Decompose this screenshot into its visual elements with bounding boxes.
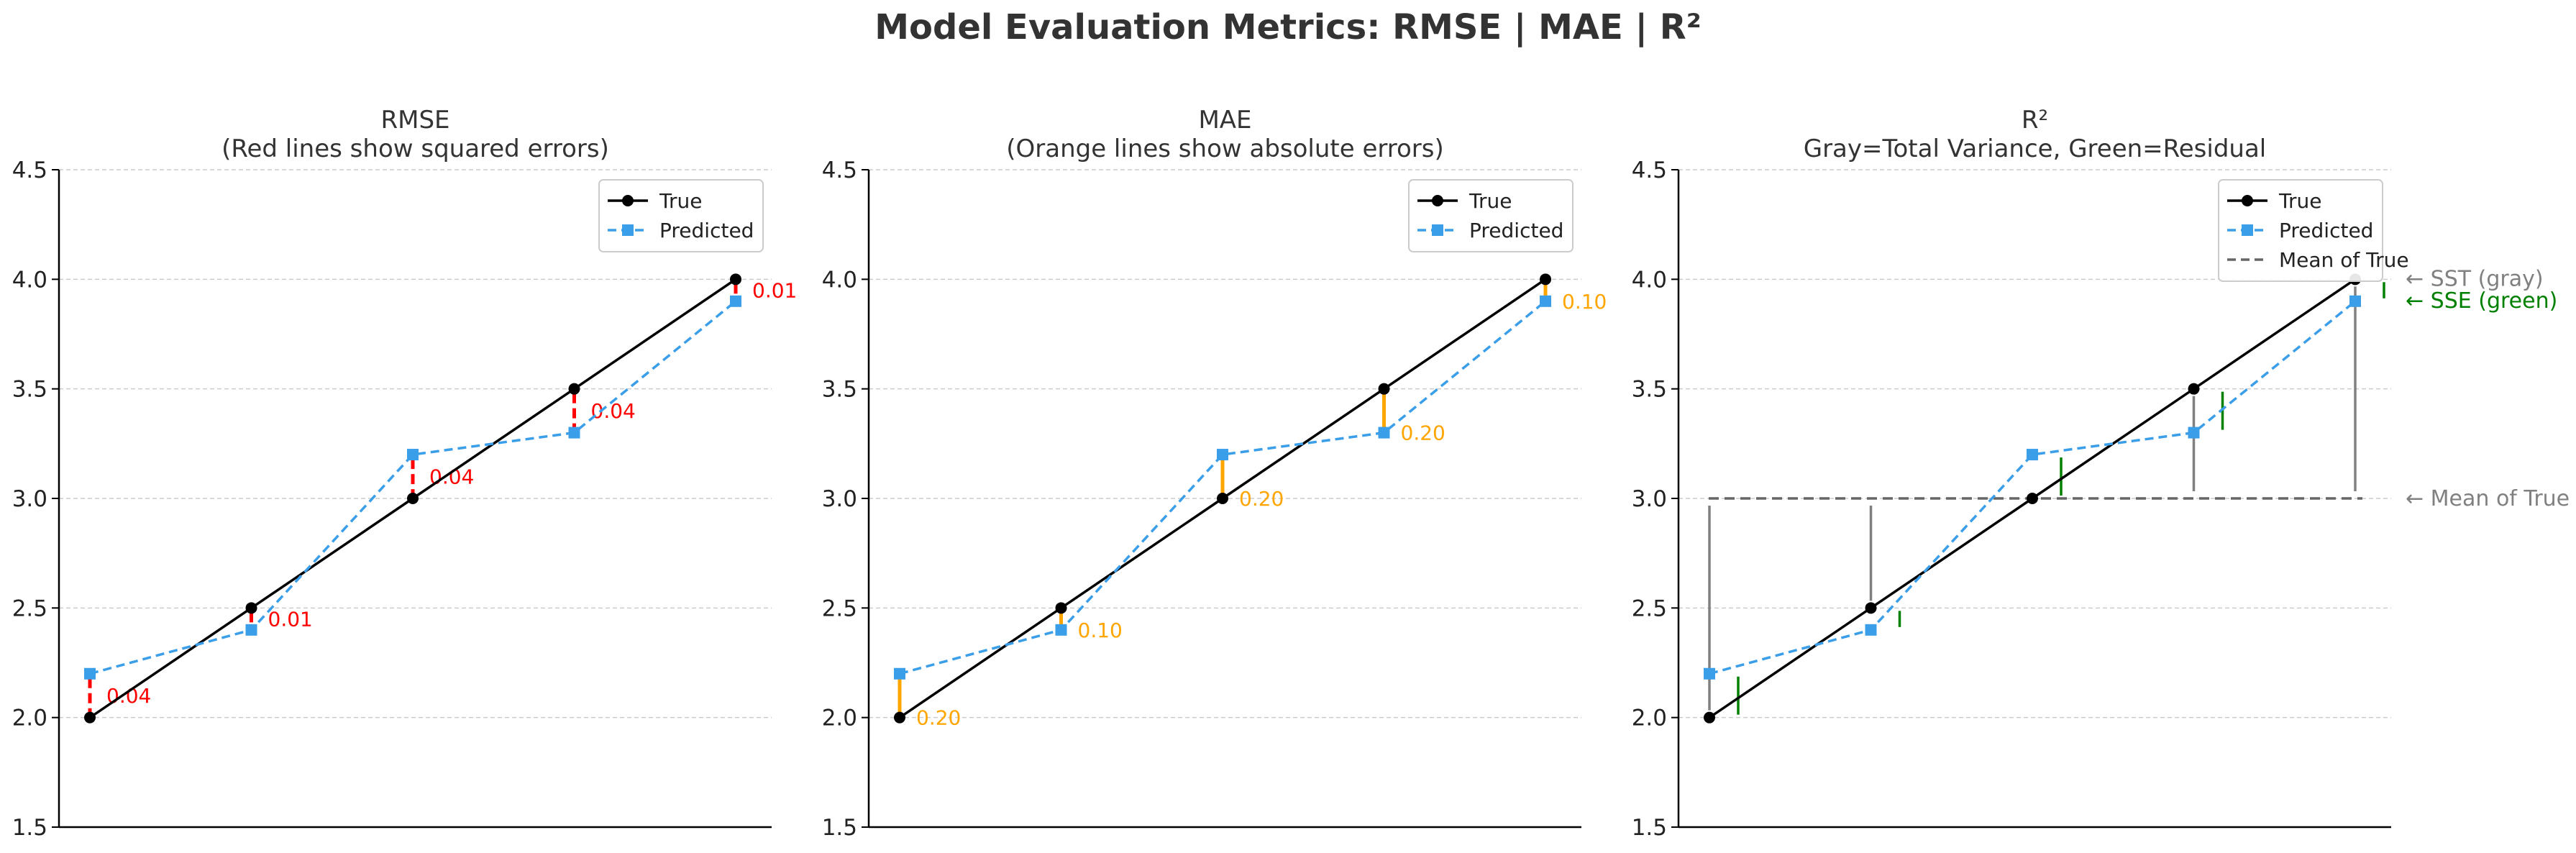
y-tick-label: 3.5 [12, 377, 47, 403]
chart-panels: RMSE(Red lines show squared errors) 1.5 2.… [12, 106, 2570, 841]
predicted-point [894, 667, 905, 680]
sse-annotation: ← SSE (green) [2406, 288, 2557, 314]
true-point [730, 273, 741, 286]
panel-subtitle: Gray=Total Variance, Green=Residual [1804, 134, 2267, 163]
true-point [1378, 383, 1390, 395]
panel-title: RMSE [380, 106, 449, 134]
panel-subtitle: (Red lines show squared errors) [221, 134, 609, 163]
y-tick-label: 1.5 [12, 815, 47, 841]
true-point [1540, 273, 1551, 286]
legend: True Predicted [598, 179, 764, 252]
y-tick-label: 3.0 [12, 486, 47, 512]
rmse-error-label: 0.04 [429, 465, 474, 489]
chart-panel-rmse: RMSE(Red lines show squared errors) 1.5 2.… [12, 106, 798, 841]
predicted-point [245, 624, 257, 636]
true-point [245, 602, 257, 614]
sst-annotation: ← SST (gray) [2406, 266, 2544, 291]
mae-error-label: 0.20 [1401, 421, 1445, 445]
true-point [84, 711, 96, 724]
y-tick-label: 3.5 [822, 377, 857, 403]
true-point [407, 493, 419, 504]
legend-box [1408, 179, 1574, 252]
legend-label: Predicted [659, 219, 754, 242]
y-tick-label: 3.0 [1632, 486, 1667, 512]
y-tick-label: 2.5 [12, 596, 47, 621]
true-point [2188, 383, 2200, 395]
y-tick-label: 2.0 [822, 706, 857, 731]
y-tick-label: 4.0 [1632, 267, 1667, 293]
predicted-point [730, 295, 741, 307]
legend-label: True [659, 189, 702, 213]
rmse-error-label: 0.01 [268, 608, 313, 631]
y-tick-label: 3.0 [822, 486, 857, 512]
true-point [894, 711, 905, 724]
true-point [2027, 493, 2038, 504]
legend-predicted-marker [1432, 224, 1443, 236]
predicted-point [407, 449, 419, 461]
panel-title: R² [2022, 106, 2048, 134]
y-tick-label: 3.5 [1632, 377, 1667, 403]
rmse-error-label: 0.04 [106, 684, 151, 708]
true-point [1704, 711, 1715, 724]
panel-subtitle: (Orange lines show absolute errors) [1006, 134, 1444, 163]
mean-annotation: ← Mean of True [2406, 486, 2570, 511]
legend: True Predicted Mean of True [2218, 179, 2409, 282]
legend-box [2218, 179, 2383, 282]
predicted-point [2188, 426, 2200, 439]
y-tick-label: 2.0 [12, 706, 47, 731]
y-tick-label: 2.0 [1632, 706, 1667, 731]
true-point [568, 383, 580, 395]
predicted-point [568, 426, 580, 439]
predicted-point [84, 667, 96, 680]
chart-panel-mae: MAE(Orange lines show absolute errors) 1.… [822, 106, 1607, 841]
legend-true-marker [622, 195, 634, 206]
mae-error-label: 0.10 [1078, 619, 1123, 642]
legend-predicted-marker [2242, 224, 2253, 236]
predicted-series-line [899, 300, 1547, 675]
y-tick-label: 1.5 [822, 815, 857, 841]
legend: True Predicted [1408, 179, 1574, 252]
legend-label: True [2278, 189, 2321, 213]
mae-error-label: 0.10 [1562, 290, 1607, 314]
y-tick-label: 2.5 [822, 596, 857, 621]
y-tick-label: 1.5 [1632, 815, 1667, 841]
predicted-point [1704, 667, 1715, 680]
predicted-point [1055, 624, 1067, 636]
y-tick-label: 4.5 [822, 158, 857, 183]
figure-title: Model Evaluation Metrics: RMSE | MAE | R… [874, 7, 1702, 47]
legend-label: Predicted [1469, 219, 1563, 242]
rmse-error-label: 0.04 [591, 399, 636, 423]
true-point [1865, 602, 1877, 614]
mae-error-label: 0.20 [1239, 487, 1284, 511]
y-tick-label: 2.5 [1632, 596, 1667, 621]
predicted-point [2027, 449, 2038, 461]
predicted-point [2349, 295, 2361, 307]
y-tick-label: 4.0 [822, 267, 857, 293]
predicted-series-line [1709, 300, 2357, 675]
predicted-point [1540, 295, 1551, 307]
legend-predicted-marker [622, 224, 634, 236]
predicted-point [1378, 426, 1390, 439]
legend-true-marker [2242, 195, 2253, 206]
rmse-error-label: 0.01 [752, 279, 797, 303]
mae-error-label: 0.20 [916, 706, 961, 730]
true-point [1217, 493, 1228, 504]
legend-true-marker [1432, 195, 1443, 206]
predicted-series-line [89, 300, 737, 675]
y-tick-label: 4.0 [12, 267, 47, 293]
predicted-point [1865, 624, 1877, 636]
legend-label: Predicted [2279, 219, 2373, 242]
legend-box [598, 179, 764, 252]
predicted-point [1217, 449, 1228, 461]
y-tick-label: 4.5 [1632, 158, 1667, 183]
legend-label: Mean of True [2279, 248, 2409, 272]
true-point [1055, 602, 1067, 614]
legend-label: True [1469, 189, 1512, 213]
y-tick-label: 4.5 [12, 158, 47, 183]
panel-title: MAE [1198, 106, 1251, 134]
